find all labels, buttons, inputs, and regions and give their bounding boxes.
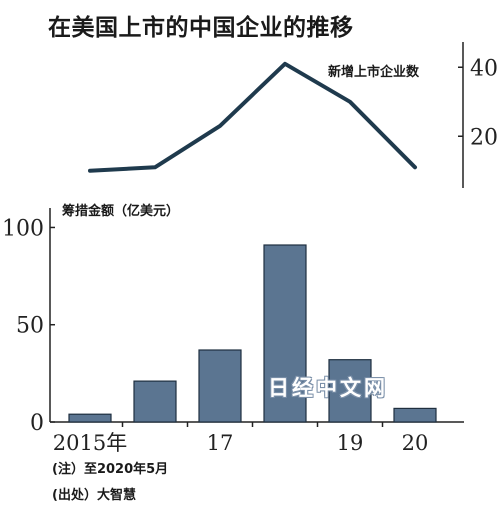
line-tick-label-40: 40 bbox=[470, 56, 498, 81]
bar-2016 bbox=[133, 380, 177, 423]
bar-chart-label: 筹措金额（亿美元） bbox=[62, 203, 179, 219]
bar-chart-x-ticks: 2015年 17 19 20 bbox=[53, 422, 429, 455]
bar-x-tick-label-2019: 19 bbox=[337, 431, 364, 455]
line-chart-label: 新增上市企业数 bbox=[328, 64, 420, 80]
watermark: 日经中文网 bbox=[268, 376, 388, 400]
bar-x-tick-label-2020: 20 bbox=[402, 431, 429, 455]
bar-2019 bbox=[328, 359, 372, 423]
note-source: (出处）大智慧 bbox=[52, 488, 136, 503]
chart-title: 在美国上市的中国企业的推移 bbox=[48, 15, 354, 41]
bar-2018 bbox=[263, 244, 307, 423]
bar-2015 bbox=[68, 413, 112, 423]
bar-chart-y-ticks: 0 50 100 bbox=[2, 216, 55, 436]
bar-x-tick-label-2017: 17 bbox=[207, 431, 234, 455]
bar-chart: 筹措金额（亿美元） 0 50 100 2015年 17 19 20 bbox=[2, 203, 464, 455]
bar-2020 bbox=[393, 407, 437, 423]
bars bbox=[68, 244, 437, 423]
line-tick-label-20: 20 bbox=[470, 125, 498, 150]
bar-x-tick-label-2015: 2015年 bbox=[53, 431, 127, 455]
bar-tick-label-50: 50 bbox=[16, 314, 44, 339]
bar-tick-label-0: 0 bbox=[30, 411, 44, 436]
line-series bbox=[88, 61, 417, 173]
bar-tick-label-100: 100 bbox=[2, 216, 44, 241]
note-period: (注）至2020年5月 bbox=[52, 462, 169, 477]
bar-2017 bbox=[198, 349, 242, 423]
